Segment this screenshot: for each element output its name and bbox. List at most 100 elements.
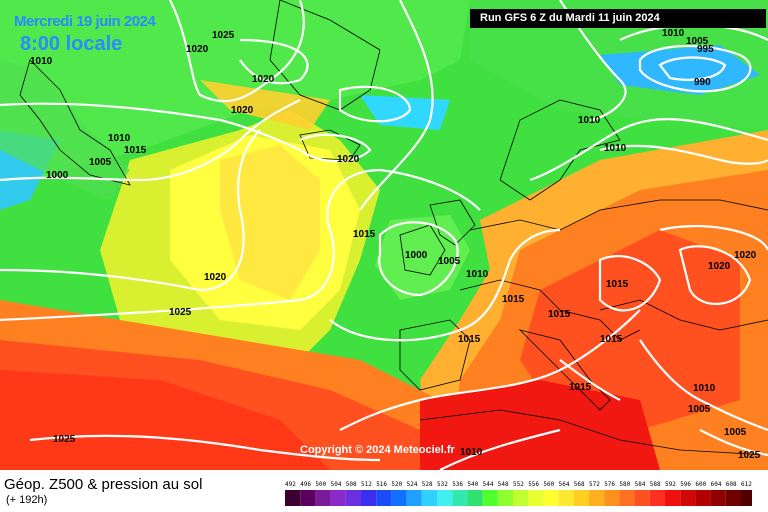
- legend-swatch: [300, 490, 316, 506]
- isobar-label: 1020: [204, 272, 227, 283]
- legend-tick: 548: [498, 481, 509, 488]
- legend-swatch: [513, 490, 529, 506]
- legend-swatch: [467, 490, 483, 506]
- legend-tick: 588: [650, 481, 661, 488]
- isobar-label: 1005: [438, 256, 461, 267]
- legend-swatch: [741, 490, 752, 506]
- isobar-label: 1010: [108, 133, 131, 144]
- isobar-label: 1010: [466, 269, 489, 280]
- legend-tick: 496: [300, 481, 311, 488]
- legend-tick: 536: [452, 481, 463, 488]
- legend-tick: 612: [741, 481, 752, 488]
- legend-swatch: [710, 490, 726, 506]
- legend-swatch: [452, 490, 468, 506]
- legend-tick: 600: [695, 481, 706, 488]
- isobar-label: 1020: [186, 44, 209, 55]
- isobar-label: 1005: [724, 427, 747, 438]
- isobar-label: 1020: [337, 154, 360, 165]
- legend-tick: 608: [726, 481, 737, 488]
- isobar-label: 1010: [578, 115, 601, 126]
- isobar-label: 1025: [169, 307, 192, 318]
- isobar-label: 1015: [600, 334, 623, 345]
- isobar-label: 1010: [662, 28, 685, 39]
- isobar-label: 1010: [30, 56, 53, 67]
- legend-tick: 504: [331, 481, 342, 488]
- legend-swatch: [345, 490, 361, 506]
- legend-tick: 592: [665, 481, 676, 488]
- isobar-label: 1000: [405, 250, 428, 261]
- legend-swatch: [665, 490, 681, 506]
- legend-swatch: [604, 490, 620, 506]
- legend-swatch: [391, 490, 407, 506]
- isobar-label: 990: [694, 77, 711, 88]
- legend-swatch: [421, 490, 437, 506]
- legend-swatch: [589, 490, 605, 506]
- isobar-label: 1020: [708, 261, 731, 272]
- legend-tick: 516: [376, 481, 387, 488]
- forecast-time: 8:00 locale: [20, 33, 123, 55]
- legend-swatch: [725, 490, 741, 506]
- legend-tick: 492: [285, 481, 296, 488]
- legend-tick: 560: [543, 481, 554, 488]
- legend-tick: 512: [361, 481, 372, 488]
- legend-swatch: [315, 490, 331, 506]
- legend-swatch: [634, 490, 650, 506]
- isobar-label: 1025: [53, 434, 76, 445]
- weather-map: 1025 1020 1010 1020 1020 1010 1015 1005 …: [0, 0, 768, 470]
- legend-tick: 564: [559, 481, 570, 488]
- legend-tick: 568: [574, 481, 585, 488]
- legend-swatch: [558, 490, 574, 506]
- legend-swatch: [330, 490, 346, 506]
- copyright: Copyright © 2024 Meteociel.fr: [300, 444, 455, 456]
- forecast-range: (+ 192h): [6, 494, 48, 506]
- legend-tick: 572: [589, 481, 600, 488]
- legend-swatch: [680, 490, 696, 506]
- legend-swatch: [406, 490, 422, 506]
- legend-tick: 524: [407, 481, 418, 488]
- legend-tick: 508: [346, 481, 357, 488]
- legend-tick: 604: [711, 481, 722, 488]
- legend-swatch: [619, 490, 635, 506]
- legend-swatch: [482, 490, 498, 506]
- legend-swatch: [376, 490, 392, 506]
- isobar-label: 1025: [738, 450, 761, 461]
- legend-swatch: [573, 490, 589, 506]
- isobar-label: 1010: [693, 383, 716, 394]
- isobar-label: 1015: [606, 279, 629, 290]
- legend-swatch: [361, 490, 377, 506]
- legend-swatch: [649, 490, 665, 506]
- isobar-label: 1005: [89, 157, 112, 168]
- map-title: Géop. Z500 & pression au sol: [4, 476, 203, 493]
- isobar-label: 1015: [569, 382, 592, 393]
- legend-tick: 580: [619, 481, 630, 488]
- legend-tick: 500: [315, 481, 326, 488]
- isobar-label: 1010: [460, 447, 483, 458]
- legend-tick: 552: [513, 481, 524, 488]
- isobar-label: 1015: [548, 309, 571, 320]
- legend-swatch: [695, 490, 711, 506]
- isobar-label: 1015: [458, 334, 481, 345]
- isobar-label: 1020: [231, 105, 254, 116]
- isobar-label: 1025: [212, 30, 235, 41]
- isobar-label: 1010: [604, 143, 627, 154]
- legend-tick: 520: [391, 481, 402, 488]
- isobar-label: 995: [697, 44, 714, 55]
- legend-tick: 584: [635, 481, 646, 488]
- run-info: Run GFS 6 Z du Mardi 11 juin 2024: [470, 9, 766, 28]
- legend-tick: 540: [467, 481, 478, 488]
- legend-swatch: [528, 490, 544, 506]
- forecast-date: Mercredi 19 juin 2024: [14, 13, 156, 30]
- isobar-label: 1015: [502, 294, 525, 305]
- isobar-label: 1005: [688, 404, 711, 415]
- legend-swatch: [437, 490, 453, 506]
- isobar-label: 1020: [252, 74, 275, 85]
- legend-swatch: [497, 490, 513, 506]
- legend-tick: 532: [437, 481, 448, 488]
- legend-swatch: [543, 490, 559, 506]
- legend-tick: 556: [528, 481, 539, 488]
- legend-tick: 544: [483, 481, 494, 488]
- legend-swatch: [285, 490, 301, 506]
- isobar-label: 1015: [353, 229, 376, 240]
- legend-tick: 528: [422, 481, 433, 488]
- legend-tick: 596: [680, 481, 691, 488]
